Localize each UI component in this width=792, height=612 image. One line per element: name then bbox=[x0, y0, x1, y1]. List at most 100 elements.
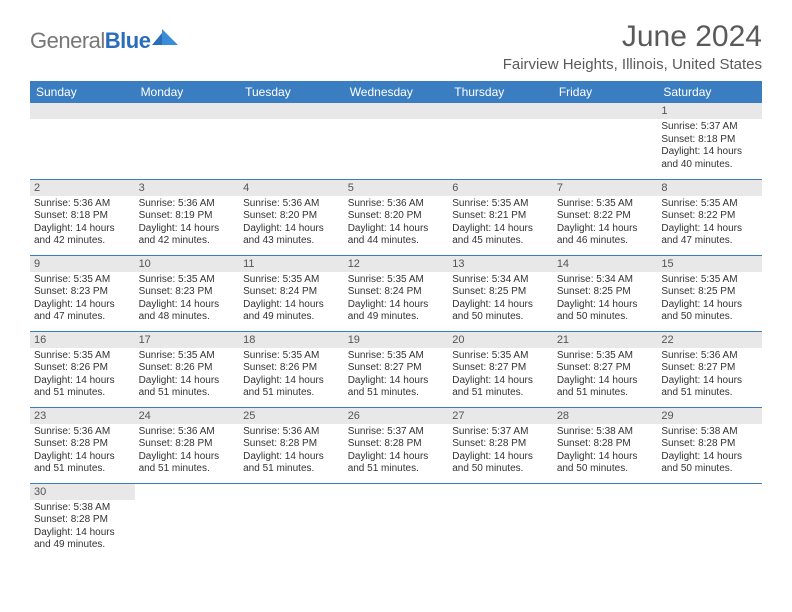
day-details: Sunrise: 5:35 AMSunset: 8:27 PMDaylight:… bbox=[448, 348, 553, 402]
calendar-cell-inner: 21Sunrise: 5:35 AMSunset: 8:27 PMDayligh… bbox=[553, 332, 658, 407]
day-number: 25 bbox=[239, 408, 344, 424]
location-subtitle: Fairview Heights, Illinois, United State… bbox=[503, 56, 762, 73]
sunset-line: Sunset: 8:27 PM bbox=[452, 362, 549, 375]
daylight-line: Daylight: 14 hours and 44 minutes. bbox=[348, 223, 445, 248]
sunrise-line: Sunrise: 5:35 AM bbox=[661, 274, 758, 287]
calendar-cell-inner: 30Sunrise: 5:38 AMSunset: 8:28 PMDayligh… bbox=[30, 484, 135, 560]
calendar-cell: 17Sunrise: 5:35 AMSunset: 8:26 PMDayligh… bbox=[135, 331, 240, 407]
daylight-line: Daylight: 14 hours and 40 minutes. bbox=[661, 146, 758, 171]
calendar-head: SundayMondayTuesdayWednesdayThursdayFrid… bbox=[30, 81, 762, 103]
day-number: 24 bbox=[135, 408, 240, 424]
daylight-line: Daylight: 14 hours and 51 minutes. bbox=[139, 375, 236, 400]
calendar-cell-inner: 24Sunrise: 5:36 AMSunset: 8:28 PMDayligh… bbox=[135, 408, 240, 483]
day-number bbox=[448, 484, 553, 500]
calendar-cell-inner: 18Sunrise: 5:35 AMSunset: 8:26 PMDayligh… bbox=[239, 332, 344, 407]
day-number bbox=[239, 484, 344, 500]
day-number: 10 bbox=[135, 256, 240, 272]
calendar-cell: 11Sunrise: 5:35 AMSunset: 8:24 PMDayligh… bbox=[239, 255, 344, 331]
daylight-line: Daylight: 14 hours and 50 minutes. bbox=[557, 299, 654, 324]
calendar-row: 30Sunrise: 5:38 AMSunset: 8:28 PMDayligh… bbox=[30, 483, 762, 559]
calendar-cell: 12Sunrise: 5:35 AMSunset: 8:24 PMDayligh… bbox=[344, 255, 449, 331]
day-number: 28 bbox=[553, 408, 658, 424]
sunset-line: Sunset: 8:22 PM bbox=[661, 210, 758, 223]
daylight-line: Daylight: 14 hours and 51 minutes. bbox=[348, 451, 445, 476]
calendar-cell-inner bbox=[30, 103, 135, 179]
calendar-cell: 23Sunrise: 5:36 AMSunset: 8:28 PMDayligh… bbox=[30, 407, 135, 483]
calendar-cell: 30Sunrise: 5:38 AMSunset: 8:28 PMDayligh… bbox=[30, 483, 135, 559]
calendar-cell bbox=[344, 483, 449, 559]
day-details: Sunrise: 5:36 AMSunset: 8:19 PMDaylight:… bbox=[135, 196, 240, 250]
sunset-line: Sunset: 8:18 PM bbox=[34, 210, 131, 223]
day-number: 14 bbox=[553, 256, 658, 272]
day-number: 9 bbox=[30, 256, 135, 272]
calendar-cell-inner: 6Sunrise: 5:35 AMSunset: 8:21 PMDaylight… bbox=[448, 180, 553, 255]
sunset-line: Sunset: 8:28 PM bbox=[661, 438, 758, 451]
sunrise-line: Sunrise: 5:35 AM bbox=[348, 274, 445, 287]
day-number: 5 bbox=[344, 180, 449, 196]
calendar-row: 16Sunrise: 5:35 AMSunset: 8:26 PMDayligh… bbox=[30, 331, 762, 407]
day-number: 27 bbox=[448, 408, 553, 424]
calendar-cell-inner bbox=[344, 484, 449, 560]
calendar-cell bbox=[239, 103, 344, 179]
sunrise-line: Sunrise: 5:36 AM bbox=[34, 426, 131, 439]
day-details: Sunrise: 5:35 AMSunset: 8:26 PMDaylight:… bbox=[239, 348, 344, 402]
daylight-line: Daylight: 14 hours and 51 minutes. bbox=[452, 375, 549, 400]
calendar-cell-inner bbox=[239, 103, 344, 179]
daylight-line: Daylight: 14 hours and 50 minutes. bbox=[452, 451, 549, 476]
daylight-line: Daylight: 14 hours and 47 minutes. bbox=[661, 223, 758, 248]
calendar-cell-inner: 2Sunrise: 5:36 AMSunset: 8:18 PMDaylight… bbox=[30, 180, 135, 255]
day-details bbox=[135, 500, 240, 504]
day-details: Sunrise: 5:34 AMSunset: 8:25 PMDaylight:… bbox=[448, 272, 553, 326]
calendar-cell-inner: 11Sunrise: 5:35 AMSunset: 8:24 PMDayligh… bbox=[239, 256, 344, 331]
day-details: Sunrise: 5:36 AMSunset: 8:28 PMDaylight:… bbox=[135, 424, 240, 478]
day-details bbox=[344, 500, 449, 504]
day-number bbox=[553, 484, 658, 500]
day-details: Sunrise: 5:38 AMSunset: 8:28 PMDaylight:… bbox=[657, 424, 762, 478]
calendar-cell-inner: 9Sunrise: 5:35 AMSunset: 8:23 PMDaylight… bbox=[30, 256, 135, 331]
calendar-cell bbox=[135, 483, 240, 559]
sunrise-line: Sunrise: 5:35 AM bbox=[34, 274, 131, 287]
sunrise-line: Sunrise: 5:35 AM bbox=[557, 198, 654, 211]
calendar-cell-inner: 17Sunrise: 5:35 AMSunset: 8:26 PMDayligh… bbox=[135, 332, 240, 407]
calendar-cell: 4Sunrise: 5:36 AMSunset: 8:20 PMDaylight… bbox=[239, 179, 344, 255]
day-number: 11 bbox=[239, 256, 344, 272]
calendar-cell: 14Sunrise: 5:34 AMSunset: 8:25 PMDayligh… bbox=[553, 255, 658, 331]
day-header-friday: Friday bbox=[553, 81, 658, 103]
calendar-cell-inner: 29Sunrise: 5:38 AMSunset: 8:28 PMDayligh… bbox=[657, 408, 762, 483]
calendar-cell: 21Sunrise: 5:35 AMSunset: 8:27 PMDayligh… bbox=[553, 331, 658, 407]
day-number: 26 bbox=[344, 408, 449, 424]
day-number: 6 bbox=[448, 180, 553, 196]
sunset-line: Sunset: 8:21 PM bbox=[452, 210, 549, 223]
day-details: Sunrise: 5:37 AMSunset: 8:28 PMDaylight:… bbox=[448, 424, 553, 478]
calendar-cell: 8Sunrise: 5:35 AMSunset: 8:22 PMDaylight… bbox=[657, 179, 762, 255]
day-number: 17 bbox=[135, 332, 240, 348]
calendar-cell-inner: 3Sunrise: 5:36 AMSunset: 8:19 PMDaylight… bbox=[135, 180, 240, 255]
sunset-line: Sunset: 8:23 PM bbox=[34, 286, 131, 299]
sunset-line: Sunset: 8:27 PM bbox=[557, 362, 654, 375]
calendar-cell-inner: 4Sunrise: 5:36 AMSunset: 8:20 PMDaylight… bbox=[239, 180, 344, 255]
daylight-line: Daylight: 14 hours and 49 minutes. bbox=[243, 299, 340, 324]
calendar-cell: 24Sunrise: 5:36 AMSunset: 8:28 PMDayligh… bbox=[135, 407, 240, 483]
sunrise-line: Sunrise: 5:35 AM bbox=[452, 198, 549, 211]
sunrise-line: Sunrise: 5:38 AM bbox=[557, 426, 654, 439]
calendar-row: 1Sunrise: 5:37 AMSunset: 8:18 PMDaylight… bbox=[30, 103, 762, 179]
day-details bbox=[30, 119, 135, 123]
sunset-line: Sunset: 8:20 PM bbox=[243, 210, 340, 223]
calendar-cell-inner: 26Sunrise: 5:37 AMSunset: 8:28 PMDayligh… bbox=[344, 408, 449, 483]
sunrise-line: Sunrise: 5:37 AM bbox=[452, 426, 549, 439]
sunset-line: Sunset: 8:24 PM bbox=[243, 286, 340, 299]
calendar-cell-inner: 28Sunrise: 5:38 AMSunset: 8:28 PMDayligh… bbox=[553, 408, 658, 483]
day-details bbox=[448, 119, 553, 123]
daylight-line: Daylight: 14 hours and 51 minutes. bbox=[34, 451, 131, 476]
day-number: 20 bbox=[448, 332, 553, 348]
day-details bbox=[657, 500, 762, 504]
sunrise-line: Sunrise: 5:35 AM bbox=[557, 350, 654, 363]
title-block: June 2024 Fairview Heights, Illinois, Un… bbox=[503, 20, 762, 73]
sunrise-line: Sunrise: 5:36 AM bbox=[139, 198, 236, 211]
day-details: Sunrise: 5:35 AMSunset: 8:26 PMDaylight:… bbox=[30, 348, 135, 402]
day-number bbox=[239, 103, 344, 119]
calendar-cell: 10Sunrise: 5:35 AMSunset: 8:23 PMDayligh… bbox=[135, 255, 240, 331]
day-details: Sunrise: 5:36 AMSunset: 8:27 PMDaylight:… bbox=[657, 348, 762, 402]
sunset-line: Sunset: 8:28 PM bbox=[34, 514, 131, 527]
day-number: 12 bbox=[344, 256, 449, 272]
